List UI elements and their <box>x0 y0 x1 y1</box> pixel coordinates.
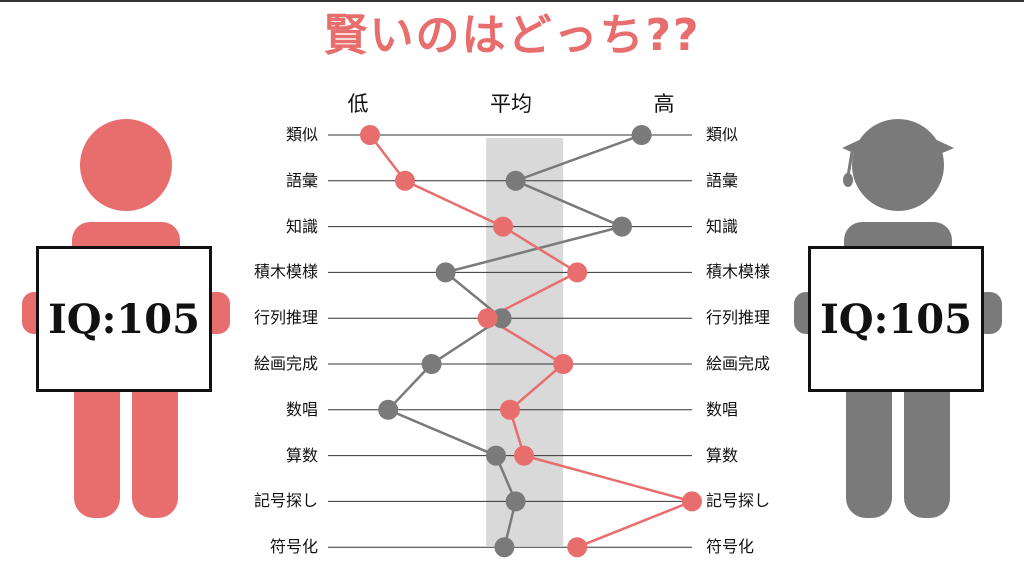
row-label-left: 語彙 <box>285 170 318 190</box>
left-iq-card: IQ:105 <box>36 246 212 392</box>
row-label-right: 記号探し <box>706 491 771 511</box>
data-point <box>505 170 526 191</box>
data-point <box>435 262 456 283</box>
row-label-right: 行列推理 <box>706 308 771 328</box>
data-point <box>505 491 526 512</box>
data-point <box>514 445 534 466</box>
data-point <box>612 216 632 237</box>
row-label-right: 絵画完成 <box>706 354 771 373</box>
series-line <box>369 134 696 549</box>
data-point <box>500 399 520 420</box>
row-label-left: 記号探し <box>253 491 318 511</box>
data-point <box>567 537 588 558</box>
data-point <box>491 308 512 329</box>
row-label-left: 行列推理 <box>253 308 318 328</box>
row-label-left: 積木模様 <box>253 262 318 282</box>
data-point <box>395 170 415 191</box>
row-label-left: 算数 <box>285 445 318 465</box>
data-point <box>494 537 515 558</box>
row-label-right: 積木模様 <box>706 262 771 282</box>
right-iq-label: IQ:105 <box>820 295 972 343</box>
row-label-left: 類似 <box>285 125 318 144</box>
scale-low-label: 低 <box>347 92 369 116</box>
row-label-right: 符号化 <box>706 537 755 557</box>
row-label-left: 数唱 <box>285 399 318 419</box>
row-label-right: 類似 <box>706 125 739 144</box>
data-point <box>486 445 506 466</box>
data-point <box>631 125 652 145</box>
row-label-left: 絵画完成 <box>253 354 318 373</box>
series-line <box>386 133 643 548</box>
data-point <box>493 216 513 237</box>
page-title: 賢いのはどっち?? <box>323 10 701 61</box>
row-label-right: 数唱 <box>706 399 739 419</box>
right-iq-card: IQ:105 <box>808 246 984 392</box>
data-point <box>553 354 574 374</box>
data-point <box>477 308 498 329</box>
row-label-right: 知識 <box>706 216 739 236</box>
row-label-left: 符号化 <box>269 537 318 557</box>
row-label-right: 語彙 <box>706 170 739 190</box>
row-label-right: 算数 <box>706 445 739 465</box>
scale-high-label: 高 <box>653 92 675 116</box>
data-point <box>378 399 399 420</box>
left-iq-label: IQ:105 <box>48 295 200 343</box>
scale-mid-label: 平均 <box>490 92 532 116</box>
data-point <box>421 354 442 374</box>
data-point <box>682 491 702 512</box>
data-point <box>567 262 588 283</box>
top-border <box>0 0 1024 2</box>
row-label-left: 知識 <box>285 216 318 236</box>
data-point <box>360 125 380 145</box>
